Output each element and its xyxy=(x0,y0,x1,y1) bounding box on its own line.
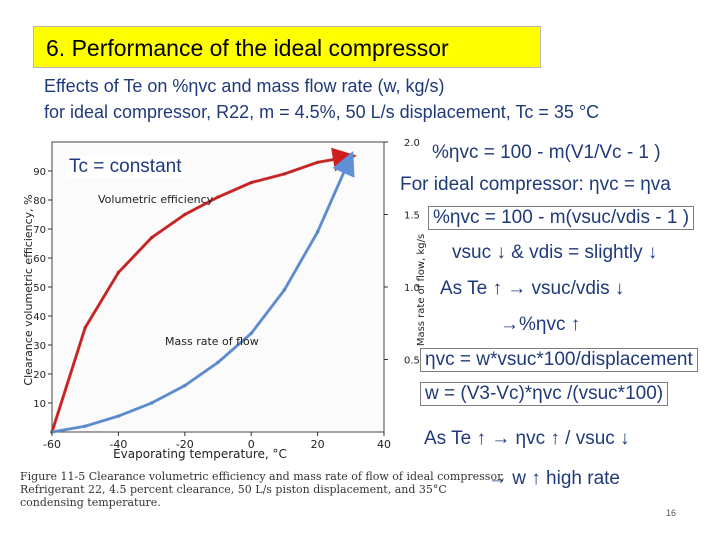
slide-number: 16 xyxy=(666,508,677,518)
plot-frame xyxy=(51,141,385,433)
tc-constant-label: Tc = constant xyxy=(66,156,185,178)
y-left-tick-label: 30 xyxy=(33,341,46,352)
series-label-massflow: Mass rate of flow xyxy=(165,335,259,348)
equation-8: w = (V3-Vc)*ηvc /(vsuc*100) xyxy=(420,382,669,406)
y-right-tick-label: 0.5 xyxy=(404,356,420,367)
series-label-volumetric: Volumetric efficiency xyxy=(98,193,214,206)
y-left-tick-label: 70 xyxy=(33,225,46,236)
slide-title: 6. Performance of the ideal compressor xyxy=(46,35,449,61)
equation-5: As Te ↑ → vsuc/vdis ↓ xyxy=(440,278,625,299)
y-axis-left-label: Clearance volumetric efficiency, % xyxy=(22,194,35,385)
equation-7: ηvc = w*vsuc*100/displacement xyxy=(420,348,698,372)
y-left-tick-label: 10 xyxy=(33,399,46,410)
y-right-tick-label: 1.0 xyxy=(404,283,420,294)
x-tick-label: -20 xyxy=(176,438,194,451)
y-right-tick-label: 2.0 xyxy=(404,138,420,149)
y-left-tick-label: 90 xyxy=(33,167,46,178)
equation-6: →%ηvc ↑ xyxy=(500,314,581,335)
y-left-tick-label: 50 xyxy=(33,283,46,294)
figure-caption: Figure 11-5 Clearance volumetric efficie… xyxy=(20,470,505,509)
equation-9: As Te ↑ → ηvc ↑ / vsuc ↓ xyxy=(424,428,630,449)
x-tick-label: -40 xyxy=(109,438,127,451)
x-tick-label: 20 xyxy=(311,438,325,451)
y-left-tick-label: 40 xyxy=(33,312,46,323)
y-axis-right-label: Mass rate of flow, kg/s xyxy=(416,234,427,346)
y-left-tick-label: 20 xyxy=(33,370,46,381)
trend-arrow-volumetric-efficiency xyxy=(50,147,357,433)
x-tick-label: 0 xyxy=(248,438,255,451)
y-right-tick-label: 1.5 xyxy=(404,211,420,222)
equation-1: %ηvc = 100 - m(V1/Vc - 1 ) xyxy=(432,142,661,163)
title-banner: 6. Performance of the ideal compressor xyxy=(33,26,541,68)
trend-arrow-mass-flow xyxy=(51,151,355,434)
subtitle-line-2: for ideal compressor, R22, m = 4.5%, 50 … xyxy=(44,102,600,122)
equation-3: %ηvc = 100 - m(vsuc/vdis - 1 ) xyxy=(428,206,695,230)
equation-4: vsuc ↓ & vdis = slightly ↓ xyxy=(452,242,658,263)
y-left-tick-label: 80 xyxy=(33,196,46,207)
equation-10: → w ↑ high rate xyxy=(488,468,620,489)
x-tick-label: 40 xyxy=(377,438,391,451)
subtitle-line-1: Effects of Te on %ηvc and mass flow rate… xyxy=(44,76,445,96)
y-left-tick-label: 60 xyxy=(33,254,46,265)
equation-2: For ideal compressor: ηvc = ηva xyxy=(400,174,671,195)
x-tick-label: -60 xyxy=(43,438,61,451)
x-axis-label: Evaporating temperature, °C xyxy=(113,447,287,461)
